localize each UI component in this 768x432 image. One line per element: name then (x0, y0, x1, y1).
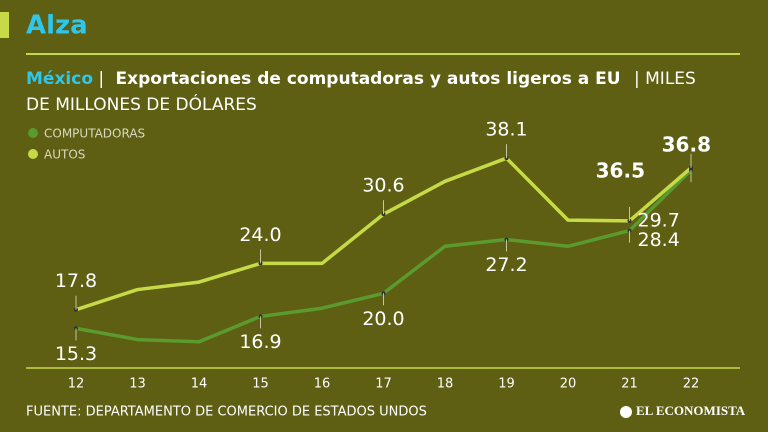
x-tick-label: 18 (437, 377, 454, 392)
legend-swatch (28, 149, 38, 159)
x-tick-label: 17 (375, 377, 392, 392)
x-tick-label: 16 (314, 377, 331, 392)
x-tick-label: 21 (621, 377, 638, 392)
x-tick-label: 15 (252, 377, 269, 392)
logo: EL ECONOMISTA (636, 403, 746, 418)
data-label: 30.6 (362, 175, 404, 197)
x-tick-label: 20 (560, 377, 577, 392)
subtitle-separator: | (98, 69, 104, 89)
data-label: 36.5 (596, 159, 645, 183)
subtitle-country: México (26, 69, 93, 89)
data-label: 28.4 (638, 229, 680, 251)
x-tick-label: 12 (68, 377, 85, 392)
title-accent (0, 12, 9, 38)
data-label: 20.0 (362, 308, 404, 330)
data-label: 17.8 (55, 270, 97, 292)
data-label: 15.3 (55, 343, 97, 365)
legend-label: AUTOS (44, 148, 85, 162)
data-label: 27.2 (485, 254, 527, 276)
x-tick-label: 13 (129, 377, 146, 392)
logo-icon (620, 406, 632, 418)
data-label: 16.9 (239, 331, 281, 353)
x-tick-label: 19 (498, 377, 515, 392)
source: FUENTE: DEPARTAMENTO DE COMERCIO DE ESTA… (26, 405, 427, 420)
legend-swatch (28, 128, 38, 138)
chart-title: Alza (26, 11, 88, 41)
subtitle-units: | MILES (634, 69, 696, 89)
x-tick-label: 14 (191, 377, 208, 392)
subtitle-units: DE MILLONES DE DÓLARES (26, 93, 257, 115)
data-label: 24.0 (239, 224, 281, 246)
data-label: 36.8 (662, 132, 711, 156)
data-label: 29.7 (638, 209, 680, 231)
x-tick-label: 22 (683, 377, 700, 392)
subtitle: México | Exportaciones de computadoras y… (26, 69, 696, 89)
subtitle-text: Exportaciones de computadoras y autos li… (116, 69, 621, 89)
legend-label: COMPUTADORAS (44, 127, 145, 141)
data-label: 38.1 (485, 119, 527, 141)
